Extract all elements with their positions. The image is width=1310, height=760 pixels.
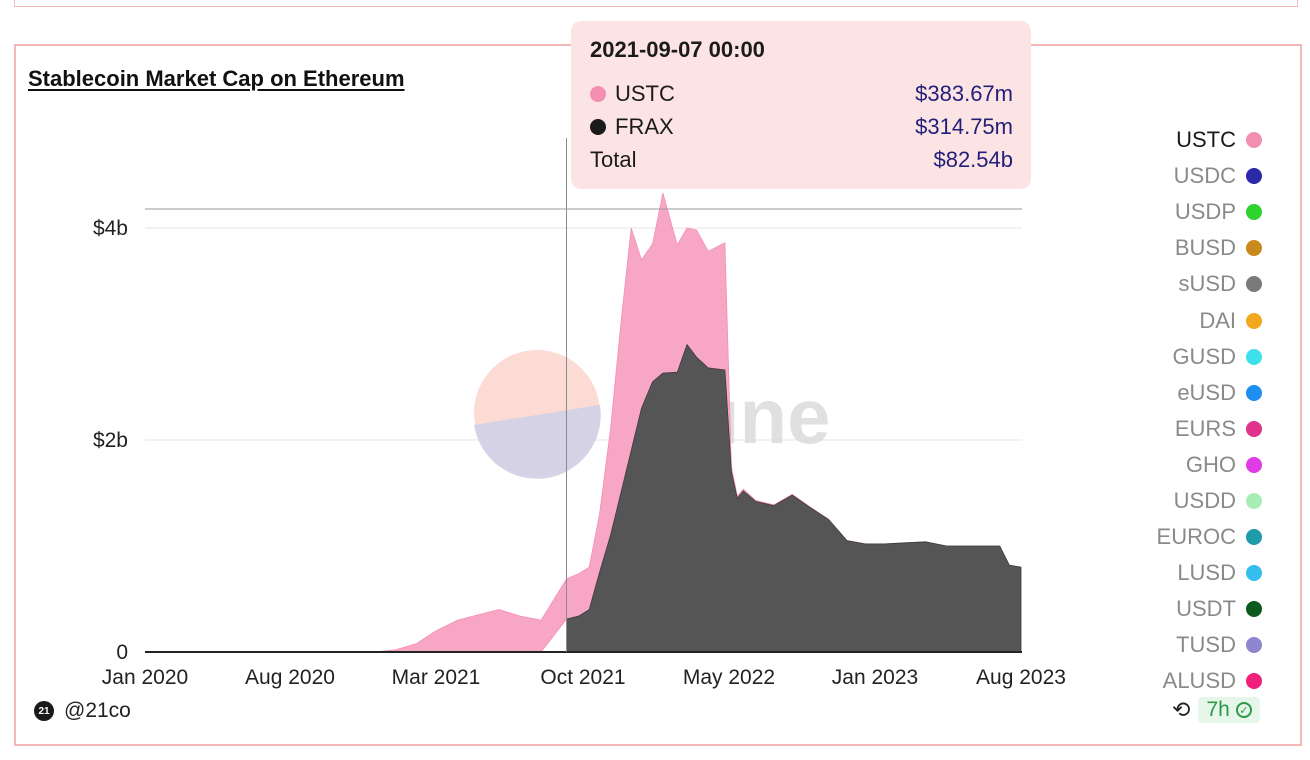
freshness-badge: 7h ✓ [1198, 697, 1260, 723]
legend-dot [1246, 204, 1262, 221]
legend-label: BUSD [1174, 235, 1236, 261]
y-tick-label: $4b [93, 217, 128, 240]
tooltip-date: 2021-09-07 00:00 [590, 37, 765, 62]
legend-label: USTC [1176, 127, 1236, 153]
legend-item-busd[interactable]: BUSD [1175, 230, 1262, 266]
legend-label: ALUSD [1162, 668, 1236, 694]
legend-dot [1246, 276, 1262, 293]
legend-dot [1246, 240, 1262, 257]
x-tick-label: Mar 2021 [392, 666, 481, 689]
x-tick-label: Oct 2021 [540, 666, 625, 689]
x-tick-label: May 2022 [683, 666, 775, 689]
legend-dot [1246, 456, 1262, 473]
tooltip-series-value: $314.75m [915, 113, 1013, 139]
legend-item-gusd[interactable]: GUSD [1172, 339, 1262, 375]
legend-item-euroc[interactable]: EUROC [1157, 519, 1262, 555]
series-area-frax [566, 343, 1022, 653]
check-icon: ✓ [1235, 702, 1252, 718]
chart-legend: USTC USDC USDP BUSD sUSD DAI GUSD eUSD EURS GHO US… [1157, 122, 1262, 700]
previous-card-edge [14, 0, 1298, 7]
legend-label: TUSD [1176, 632, 1236, 658]
legend-item-usdc[interactable]: USDC [1174, 158, 1262, 194]
legend-dot [1246, 492, 1262, 509]
legend-item-usdp[interactable]: USDP [1175, 194, 1262, 230]
watermark-logo-lower [474, 405, 601, 479]
legend-item-eusd[interactable]: eUSD [1177, 375, 1262, 411]
legend-dot [1246, 673, 1262, 690]
x-tick-label: Jan 2020 [102, 666, 188, 689]
tooltip-series-name: USTC [615, 80, 675, 106]
author-credit[interactable]: 21 @21co [34, 699, 131, 723]
legend-item-lusd[interactable]: LUSD [1177, 555, 1262, 591]
tooltip-row-frax: FRAX $314.75m [590, 110, 1013, 143]
refresh-icon[interactable]: ⟲ [1172, 697, 1191, 722]
hover-tooltip: 2021-09-07 00:00 USTC $383.67m FRAX $314… [571, 21, 1031, 189]
x-tick-label: Aug 2020 [245, 666, 335, 689]
author-name[interactable]: @21co [64, 699, 131, 722]
tooltip-series-value: $383.67m [915, 80, 1013, 106]
legend-item-tusd[interactable]: TUSD [1176, 627, 1262, 663]
legend-item-alusd[interactable]: ALUSD [1163, 663, 1262, 699]
y-tick-label: $2b [93, 429, 128, 452]
tooltip-row-ustc: USTC $383.67m [590, 77, 1013, 110]
legend-dot [1246, 168, 1262, 185]
legend-dot [1246, 637, 1262, 654]
legend-label: EURS [1174, 415, 1236, 441]
legend-label: USDD [1173, 487, 1236, 513]
tooltip-total-label: Total [590, 146, 637, 172]
legend-label: eUSD [1177, 379, 1236, 405]
legend-label: GUSD [1172, 343, 1236, 369]
legend-item-susd[interactable]: sUSD [1179, 266, 1262, 302]
legend-label: DAI [1199, 307, 1236, 333]
legend-label: GHO [1185, 451, 1236, 477]
legend-label: USDC [1173, 163, 1236, 189]
legend-dot [1246, 420, 1262, 437]
legend-dot [1246, 529, 1262, 546]
y-tick-label: 0 [116, 641, 128, 664]
tooltip-dot-ustc [590, 85, 606, 102]
legend-dot [1246, 601, 1262, 618]
legend-item-eurs[interactable]: EURS [1175, 411, 1262, 447]
legend-item-ustc[interactable]: USTC [1176, 122, 1262, 158]
legend-dot [1246, 312, 1262, 329]
legend-label: EUROC [1156, 524, 1236, 550]
legend-label: sUSD [1178, 271, 1236, 297]
legend-label: USDT [1176, 596, 1236, 622]
x-tick-label: Jan 2023 [832, 666, 918, 689]
legend-label: LUSD [1177, 560, 1236, 586]
legend-dot [1246, 565, 1262, 582]
tooltip-dot-frax [590, 118, 606, 135]
legend-item-gho[interactable]: GHO [1186, 447, 1262, 483]
tooltip-series-name: FRAX [615, 113, 674, 139]
legend-dot [1246, 384, 1262, 401]
legend-dot [1246, 132, 1262, 149]
legend-item-usdd[interactable]: USDD [1174, 483, 1262, 519]
avatar: 21 [34, 701, 54, 721]
refresh-status: ⟲ 7h ✓ [1172, 697, 1260, 723]
tooltip-total-value: $82.54b [933, 146, 1013, 172]
legend-dot [1246, 348, 1262, 365]
legend-item-dai[interactable]: DAI [1199, 302, 1262, 338]
x-tick-label: Aug 2023 [976, 666, 1066, 689]
freshness-age: 7h [1206, 698, 1230, 721]
legend-label: USDP [1174, 199, 1236, 225]
chart-title[interactable]: Stablecoin Market Cap on Ethereum [28, 66, 405, 91]
legend-item-usdt[interactable]: USDT [1176, 591, 1262, 627]
tooltip-row-total: Total $82.54b [590, 143, 1013, 176]
